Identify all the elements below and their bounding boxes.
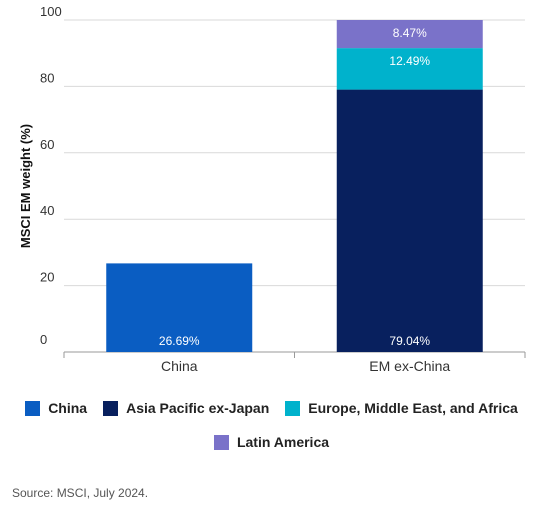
legend-item-asia-pacific: Asia Pacific ex-Japan [103,400,269,416]
legend-label-china: China [48,400,88,416]
data-label: 12.49% [389,54,430,68]
source-note: Source: MSCI, July 2024. [12,486,149,500]
bar-em-ex-china-latin-america [336,20,483,49]
y-tick-label: 40 [40,203,54,218]
legend-label-latin-america: Latin America [236,434,330,450]
legend-item-emea: Europe, Middle East, and Africa [285,400,518,416]
legend-swatch-latin-america [213,434,229,450]
data-label: 79.04% [389,334,430,348]
legend-item-latin-america: Latin America [213,434,330,450]
y-tick-label: 0 [40,332,47,347]
legend-swatch-china [25,400,41,416]
y-tick-label: 100 [40,4,62,19]
x-category-label: EM ex-China [369,358,450,374]
legend-label-emea: Europe, Middle East, and Africa [308,400,518,416]
legend-row-2: Latin America [0,434,543,450]
legend-item-china: China [25,400,87,416]
legend-row-1: China Asia Pacific ex-Japan Europe, Midd… [0,400,543,416]
bar-em-ex-china-asia-pacific-ex-japan [336,89,483,353]
data-label: 8.47% [393,26,427,40]
bar-china-china [106,263,253,352]
legend-label-asia-pacific: Asia Pacific ex-Japan [126,400,270,416]
bar-em-ex-china-europe-middle-east-and-africa [336,48,483,90]
y-axis-title: MSCI EM weight (%) [18,124,33,248]
y-tick-label: 60 [40,137,54,152]
y-tick-label: 80 [40,70,54,85]
chart-plot: 0 20 40 60 80 100 MSCI EM weight (%) 26.69% Chin… [18,4,526,374]
y-tick-label: 20 [40,270,54,285]
legend-swatch-emea [285,400,301,416]
data-label: 26.69% [159,334,200,348]
x-category-label: China [161,358,198,374]
legend-swatch-asia-pacific [103,400,119,416]
